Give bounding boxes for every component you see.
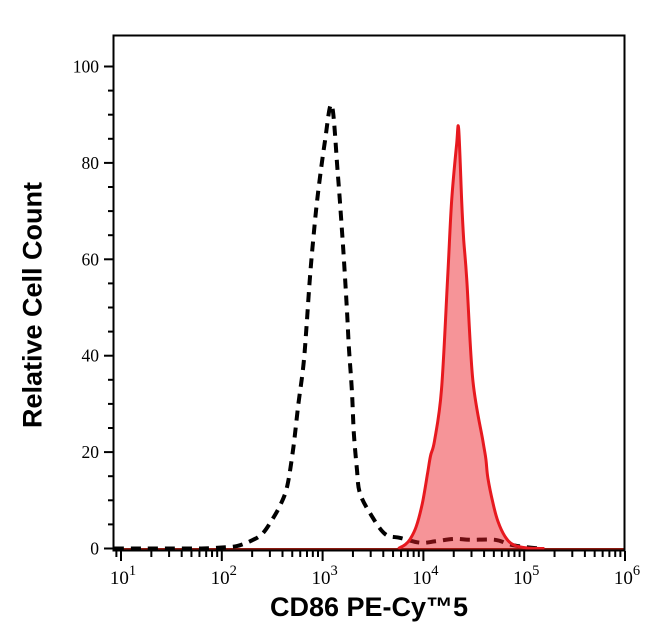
x-tick-label: 106: [614, 563, 640, 589]
y-tick-label: 100: [73, 57, 100, 77]
y-tick-label: 60: [82, 249, 100, 269]
y-tick-label: 0: [90, 539, 99, 559]
x-tick-label: 102: [211, 563, 237, 589]
x-axis-title: CD86 PE-Cy™5: [269, 592, 469, 622]
y-tick-label: 20: [82, 442, 100, 462]
x-tick-label: 101: [110, 563, 136, 589]
plot-border: [112, 34, 626, 552]
x-tick-label: 104: [412, 563, 439, 589]
x-tick-label: 103: [311, 563, 337, 589]
x-tick-label: 105: [513, 563, 539, 589]
isotype-control-curve: [113, 102, 541, 551]
cd86-positive-curve: [397, 124, 545, 550]
y-tick-label: 80: [82, 153, 100, 173]
y-axis-title: Relative Cell Count: [17, 181, 48, 429]
y-tick-label: 40: [82, 346, 100, 366]
